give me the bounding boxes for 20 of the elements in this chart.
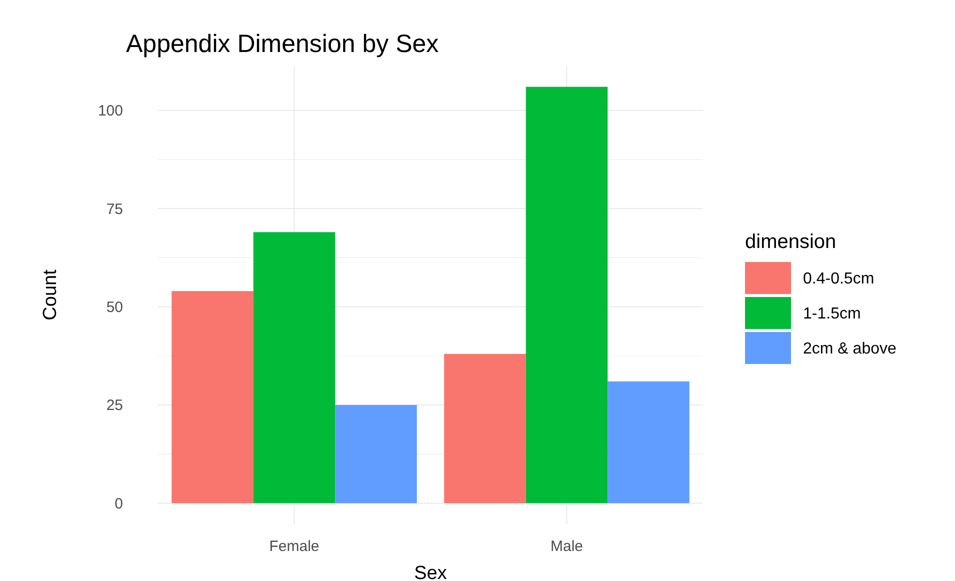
bar [172, 291, 254, 504]
chart-title: Appendix Dimension by Sex [126, 30, 440, 58]
bar [608, 381, 690, 504]
y-tick-label: 75 [106, 200, 123, 218]
x-tick-label: Female [269, 538, 320, 555]
y-tick-label: 100 [98, 102, 123, 120]
y-tick-label: 50 [106, 299, 123, 316]
x-tick-label: Male [550, 538, 584, 555]
legend-title: dimension [745, 231, 836, 253]
legend-label: 1-1.5cm [803, 306, 861, 323]
bar [444, 354, 526, 504]
x-axis-title: Sex [414, 563, 448, 581]
y-axis-title: Count [40, 268, 61, 320]
y-tick-label: 25 [106, 397, 123, 414]
legend-label: 0.4-0.5cm [803, 270, 874, 288]
bar [253, 232, 336, 504]
bar [335, 404, 417, 504]
y-tick-label: 0 [114, 495, 123, 512]
legend-label: 2cm & above [803, 340, 896, 358]
bar [526, 86, 608, 504]
